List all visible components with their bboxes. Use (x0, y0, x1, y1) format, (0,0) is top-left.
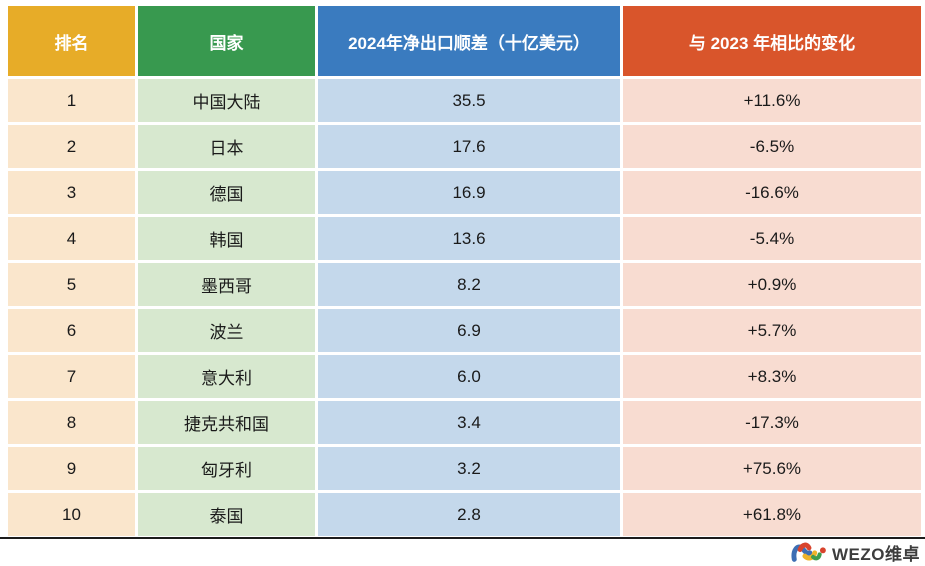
surplus-cell: 35.5 (318, 79, 620, 122)
country-cell: 德国 (138, 171, 315, 214)
rank-cell: 2 (8, 125, 135, 168)
change-cell: +61.8% (623, 493, 921, 536)
surplus-cell: 16.9 (318, 171, 620, 214)
rank-cell: 4 (8, 217, 135, 260)
rank-cell: 7 (8, 355, 135, 398)
surplus-cell: 2.8 (318, 493, 620, 536)
change-cell: -17.3% (623, 401, 921, 444)
country-cell: 墨西哥 (138, 263, 315, 306)
country-cell: 中国大陆 (138, 79, 315, 122)
country-cell: 波兰 (138, 309, 315, 352)
country-cell: 韩国 (138, 217, 315, 260)
surplus-cell: 3.2 (318, 447, 620, 490)
rank-cell: 3 (8, 171, 135, 214)
rank-cell: 5 (8, 263, 135, 306)
column-header-country: 国家 (138, 6, 315, 76)
surplus-cell: 17.6 (318, 125, 620, 168)
change-cell: +8.3% (623, 355, 921, 398)
change-cell: -5.4% (623, 217, 921, 260)
country-cell: 匈牙利 (138, 447, 315, 490)
rank-cell: 9 (8, 447, 135, 490)
brand-footer: WEZO维卓 (791, 540, 920, 564)
country-cell: 捷克共和国 (138, 401, 315, 444)
column-header-surplus: 2024年净出口顺差（十亿美元） (318, 6, 620, 76)
brand-name: WEZO维卓 (832, 544, 920, 564)
surplus-cell: 8.2 (318, 263, 620, 306)
column-header-change: 与 2023 年相比的变化 (623, 6, 921, 76)
footer-divider-line (0, 537, 925, 539)
country-cell: 意大利 (138, 355, 315, 398)
surplus-cell: 3.4 (318, 401, 620, 444)
column-header-rank: 排名 (8, 6, 135, 76)
change-cell: -6.5% (623, 125, 921, 168)
change-cell: +5.7% (623, 309, 921, 352)
surplus-cell: 6.0 (318, 355, 620, 398)
rank-cell: 10 (8, 493, 135, 536)
surplus-cell: 13.6 (318, 217, 620, 260)
change-cell: +11.6% (623, 79, 921, 122)
rank-cell: 1 (8, 79, 135, 122)
change-cell: +75.6% (623, 447, 921, 490)
rank-cell: 8 (8, 401, 135, 444)
surplus-cell: 6.9 (318, 309, 620, 352)
country-cell: 日本 (138, 125, 315, 168)
country-cell: 泰国 (138, 493, 315, 536)
ranking-table: 排名 国家 2024年净出口顺差（十亿美元） 与 2023 年相比的变化 1 中… (8, 6, 921, 536)
rank-cell: 6 (8, 309, 135, 352)
wezo-logo-icon (791, 540, 827, 564)
change-cell: -16.6% (623, 171, 921, 214)
change-cell: +0.9% (623, 263, 921, 306)
